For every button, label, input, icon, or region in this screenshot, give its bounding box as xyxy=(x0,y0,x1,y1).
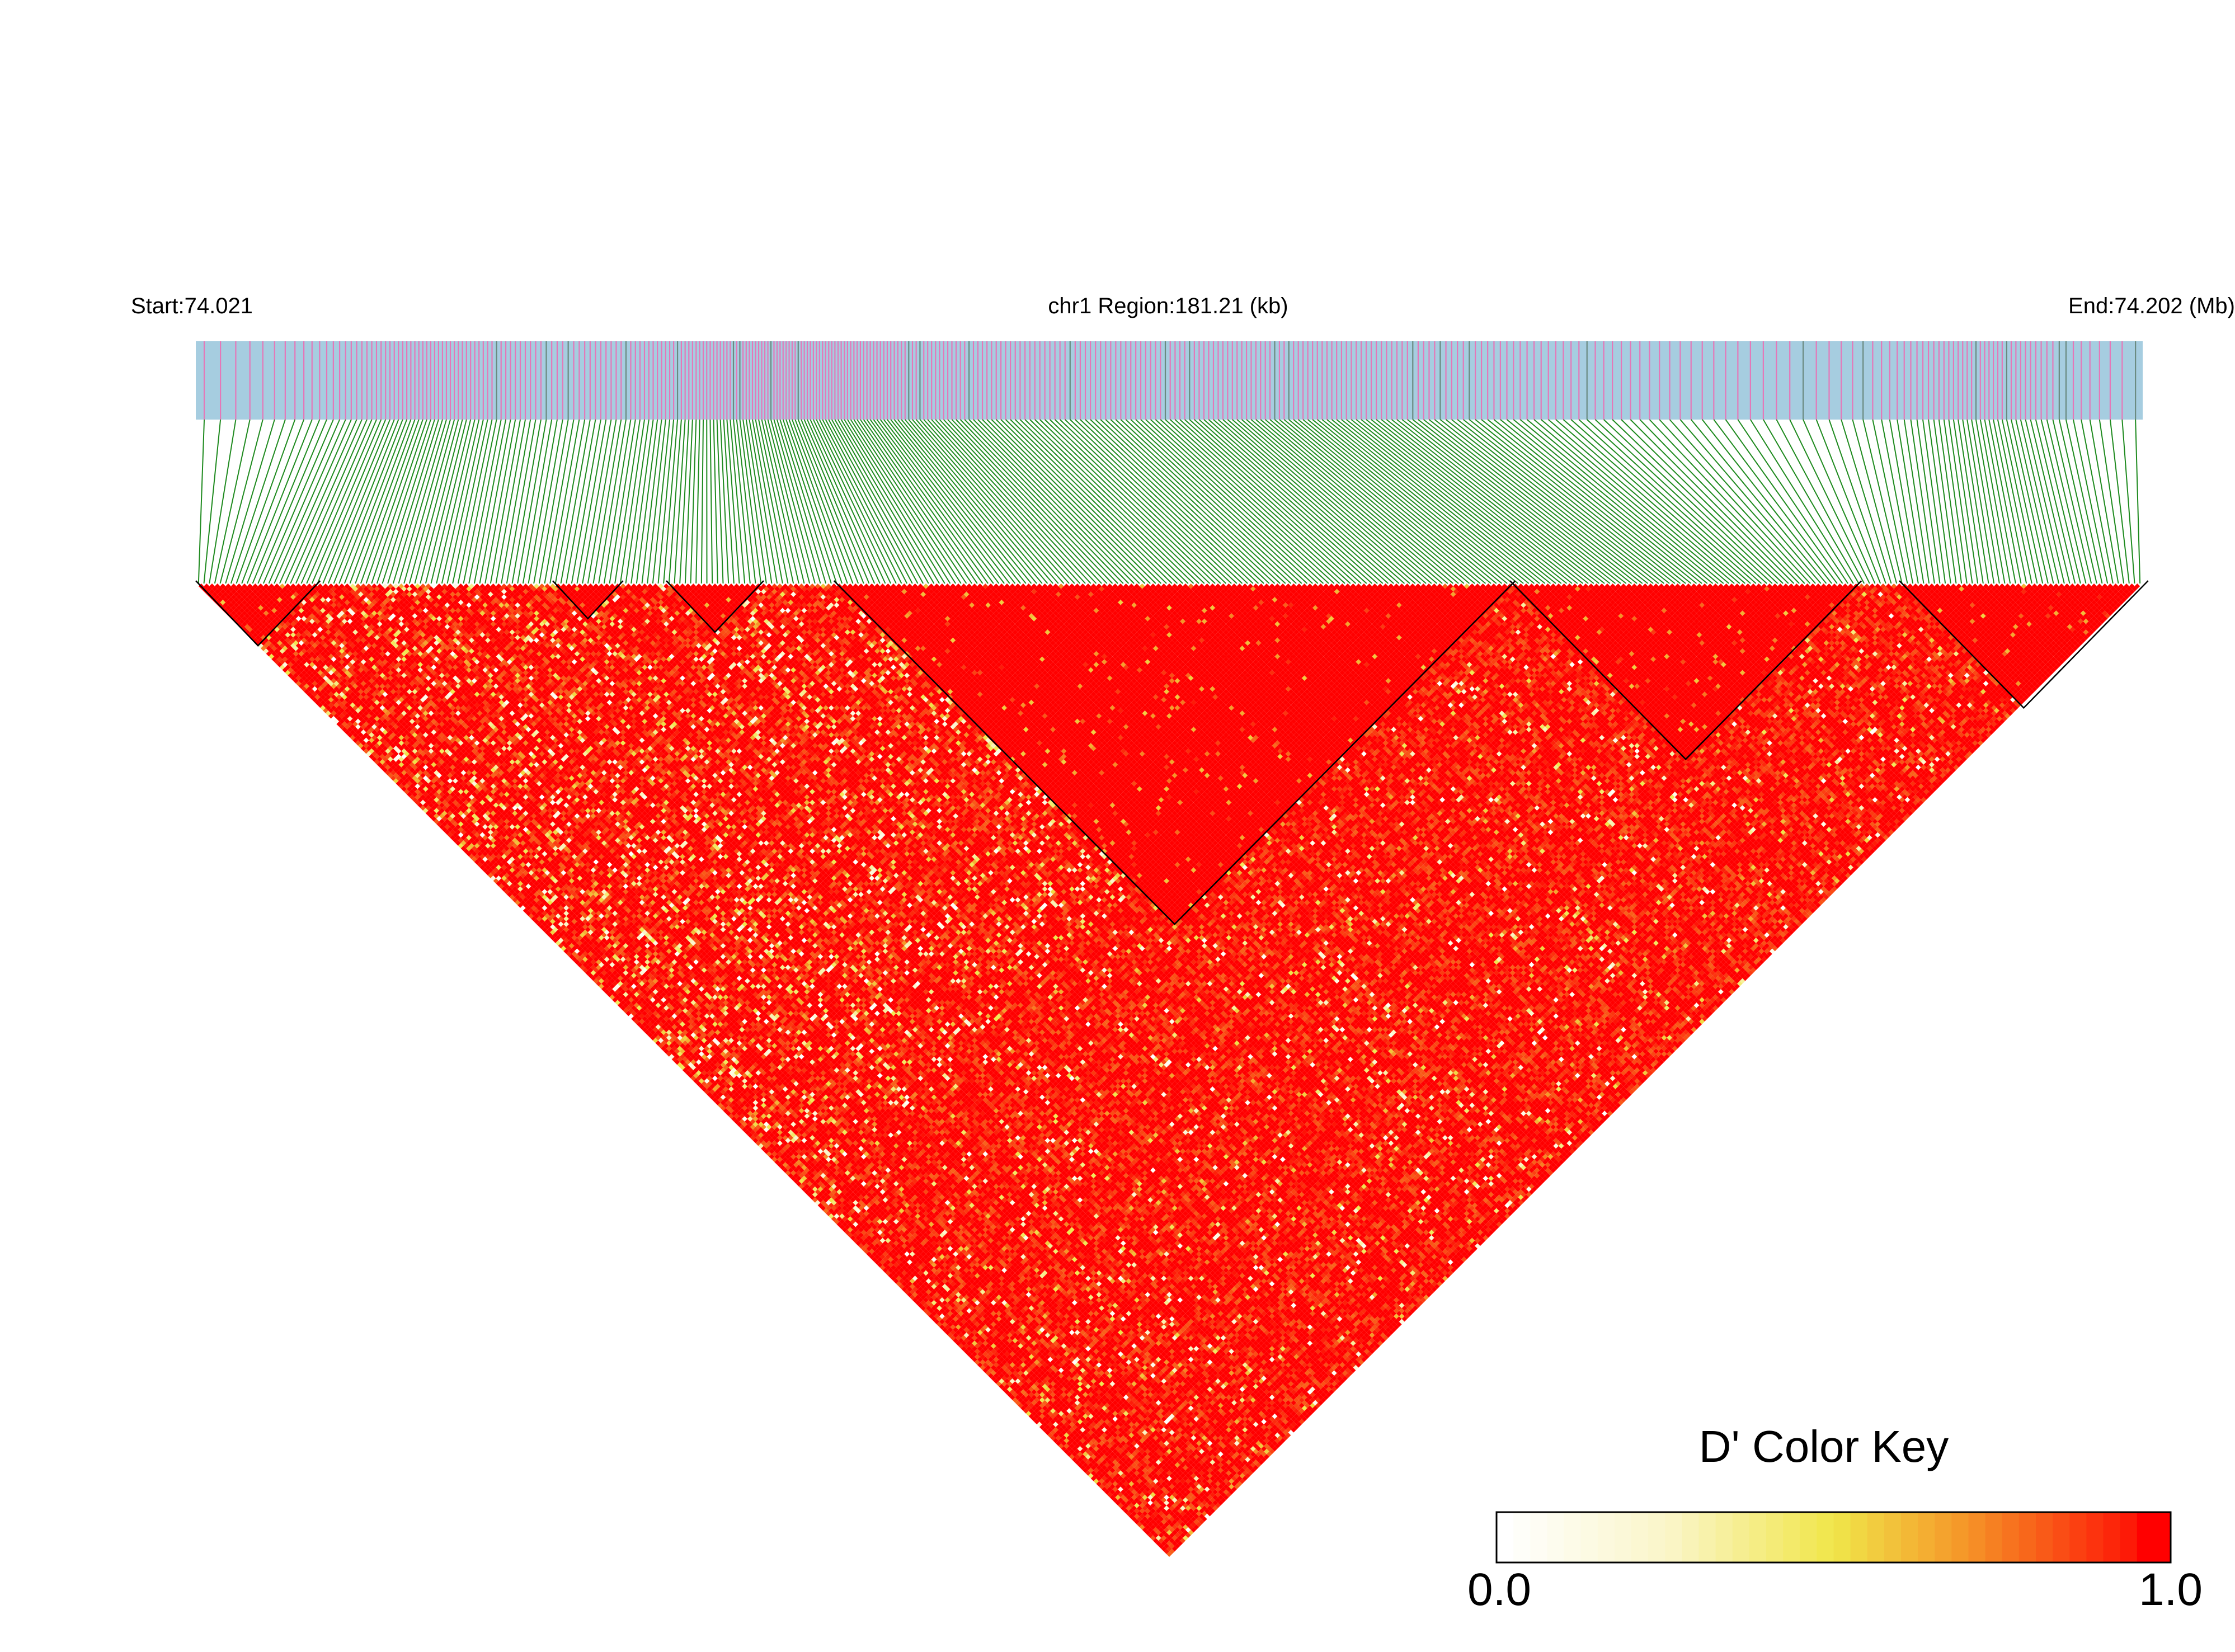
snp-connector xyxy=(534,420,563,583)
snp-connector xyxy=(702,420,703,583)
snp-connector xyxy=(637,420,657,583)
snp-connector xyxy=(1035,420,1204,583)
snp-connector xyxy=(2007,420,2043,583)
snp-connector xyxy=(550,420,579,583)
snp-connector xyxy=(615,420,640,583)
snp-connector xyxy=(653,420,670,583)
snp-connector xyxy=(458,420,492,583)
snp-connector xyxy=(199,420,204,583)
snp-connector xyxy=(1040,420,1210,583)
snp-connector xyxy=(1649,420,1804,583)
snp-connector xyxy=(225,420,275,583)
gene-track xyxy=(196,341,2143,420)
snp-connector xyxy=(523,420,552,583)
snp-connector xyxy=(1060,420,1231,583)
snp-connector xyxy=(393,420,443,583)
snp-connector xyxy=(804,420,875,583)
snp-connector xyxy=(733,420,750,583)
snp-connector xyxy=(1065,420,1237,583)
snp-connector xyxy=(1917,420,1940,583)
snp-connector xyxy=(2031,420,2070,583)
snp-connector xyxy=(280,420,351,583)
snp-connector xyxy=(1563,420,1751,583)
snp-connector xyxy=(774,420,820,583)
snp-connector xyxy=(620,420,644,583)
snp-connector xyxy=(529,420,557,583)
snp-connector xyxy=(2036,420,2075,583)
snp-connector xyxy=(721,420,729,583)
snp-connector xyxy=(1208,420,1394,583)
snp-connector xyxy=(717,420,723,583)
snp-connector xyxy=(204,420,221,583)
snp-connector xyxy=(2122,420,2134,583)
snp-connector xyxy=(1050,420,1221,583)
snp-connector xyxy=(786,420,842,583)
snp-connector xyxy=(517,420,546,583)
ld-cell-group xyxy=(199,583,2140,1557)
snp-connector xyxy=(820,420,902,583)
snp-connector xyxy=(610,420,636,583)
snp-connector xyxy=(231,420,285,583)
snp-connector xyxy=(696,420,700,583)
snp-connector xyxy=(545,420,574,583)
snp-connector xyxy=(920,420,1064,583)
snp-connector xyxy=(714,420,718,583)
snp-connector xyxy=(242,420,304,583)
snp-connector xyxy=(1803,420,1875,583)
snp-connector xyxy=(1776,420,1864,583)
snp-connector xyxy=(2135,420,2140,583)
snp-connector xyxy=(388,420,439,583)
snp-connector xyxy=(1045,420,1216,583)
snp-connector xyxy=(1897,420,1923,583)
snp-connector xyxy=(1030,420,1199,583)
snp-connector xyxy=(2002,420,2038,583)
snp-connector-lines xyxy=(199,420,2140,583)
snp-connector xyxy=(2090,420,2119,583)
snp-connector xyxy=(258,420,327,583)
snp-connector xyxy=(1863,420,1902,583)
snp-connector xyxy=(1604,420,1778,583)
snp-connector xyxy=(1763,420,1859,583)
snp-connector xyxy=(1680,420,1820,583)
snp-connector xyxy=(285,420,357,583)
snp-connector xyxy=(448,420,483,583)
snp-connector xyxy=(680,420,689,583)
snp-connector xyxy=(2041,420,2081,583)
snp-connector xyxy=(453,420,487,583)
snp-connector xyxy=(1434,420,1642,583)
snp-connector xyxy=(366,420,423,583)
snp-connector xyxy=(1055,420,1226,583)
snp-connector xyxy=(710,420,712,583)
snp-connector xyxy=(1954,420,1978,583)
snp-connector xyxy=(756,420,788,583)
snp-connector xyxy=(539,420,568,583)
snp-connector xyxy=(978,420,1140,583)
